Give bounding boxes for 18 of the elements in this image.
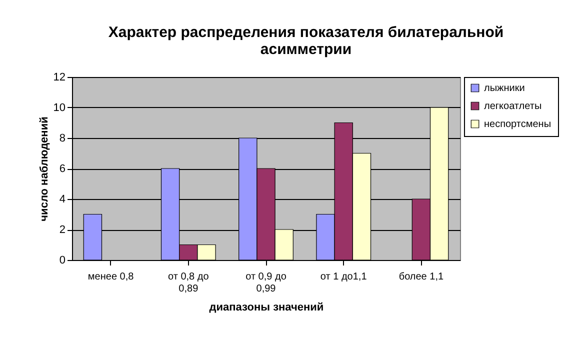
y-tick-label: 4 xyxy=(59,194,66,206)
legend-label: неспортсмены xyxy=(484,119,552,130)
y-tick-label: 6 xyxy=(59,163,66,175)
y-tick-label: 0 xyxy=(59,254,66,266)
x-tick-label: менее 0,8 xyxy=(88,272,134,282)
y-tick-label: 2 xyxy=(59,224,66,236)
y-axis-title: число наблюдений xyxy=(38,116,50,222)
legend-label: легкоатлеты xyxy=(484,101,542,112)
chart-title: Характер распределения показателя билатеральной асимметрии xyxy=(108,24,504,58)
x-tick-label: от 0,8 до 0,89 xyxy=(168,272,210,294)
x-axis-title: диапазоны значений xyxy=(209,302,324,314)
y-tick-label: 10 xyxy=(53,102,66,114)
x-tick-label: от 1 до1,1 xyxy=(320,272,368,282)
y-tick-label: 12 xyxy=(53,72,66,84)
legend-label: лыжники xyxy=(484,83,525,94)
x-tick-label: от 0,9 до 0,99 xyxy=(246,272,287,294)
x-tick-label: более 1,1 xyxy=(398,272,444,282)
y-tick-label: 8 xyxy=(59,132,66,144)
